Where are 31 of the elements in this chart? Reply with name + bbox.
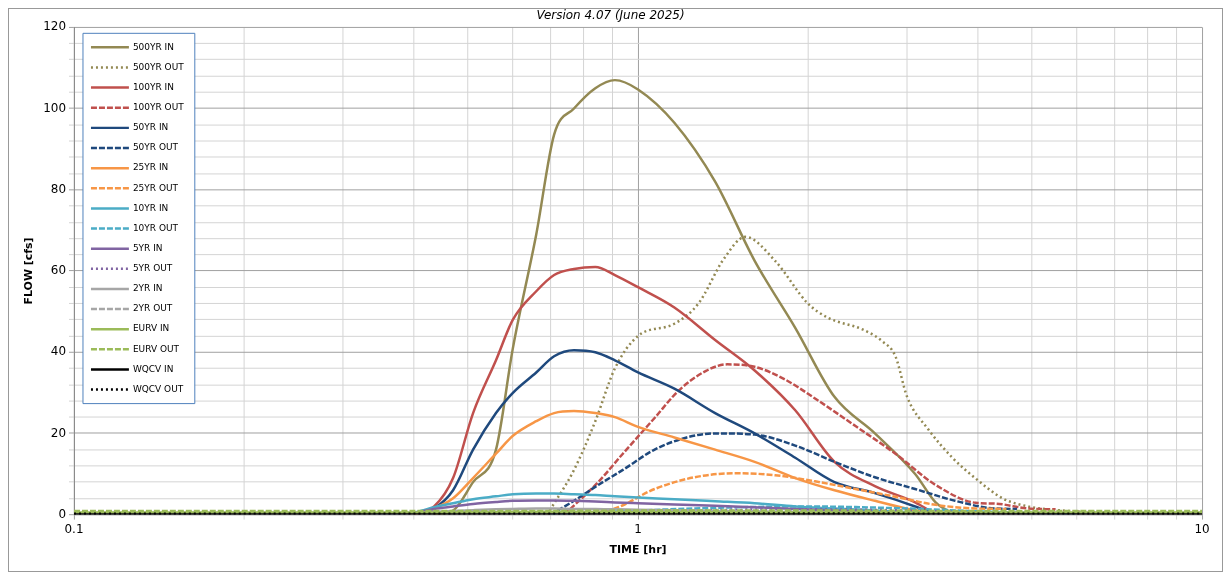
y-tick-label: 0 — [58, 506, 67, 521]
y-tick-label: 60 — [50, 263, 67, 278]
y-axis-title: FLOW [cfs] — [22, 237, 36, 305]
legend-label: WQCV OUT — [132, 383, 184, 394]
legend-label: 50YR OUT — [132, 142, 179, 153]
legend-label: WQCV IN — [132, 363, 174, 374]
legend-label: EURV IN — [132, 323, 170, 334]
legend-label: 2YR OUT — [132, 303, 173, 314]
legend-label: 500YR OUT — [132, 61, 185, 72]
x-axis-title: TIME [hr] — [609, 543, 667, 557]
legend-label: 100YR OUT — [132, 102, 185, 113]
legend-label: EURV OUT — [132, 343, 180, 354]
legend-label: 5YR IN — [132, 242, 163, 253]
y-tick-label: 80 — [50, 181, 67, 196]
x-tick-label: 1 — [634, 521, 642, 536]
legend-label: 100YR IN — [132, 81, 174, 92]
y-tick-label: 100 — [43, 100, 67, 115]
chart-title: Version 4.07 (June 2025) — [536, 8, 685, 23]
y-tick-label: 120 — [43, 19, 67, 34]
legend-label: 10YR IN — [132, 202, 169, 213]
legend-label: 50YR IN — [132, 122, 169, 133]
legend-label: 25YR IN — [132, 162, 169, 173]
y-tick-label: 40 — [50, 344, 67, 359]
legend-label: 500YR IN — [132, 41, 174, 52]
legend-label: 2YR IN — [132, 283, 163, 294]
legend-label: 5YR OUT — [132, 263, 173, 274]
y-tick-label: 20 — [50, 425, 67, 440]
x-tick-label: 0.1 — [64, 521, 84, 536]
legend-label: 10YR OUT — [132, 222, 179, 233]
x-tick-label: 10 — [1194, 521, 1210, 536]
legend-label: 25YR OUT — [132, 182, 179, 193]
